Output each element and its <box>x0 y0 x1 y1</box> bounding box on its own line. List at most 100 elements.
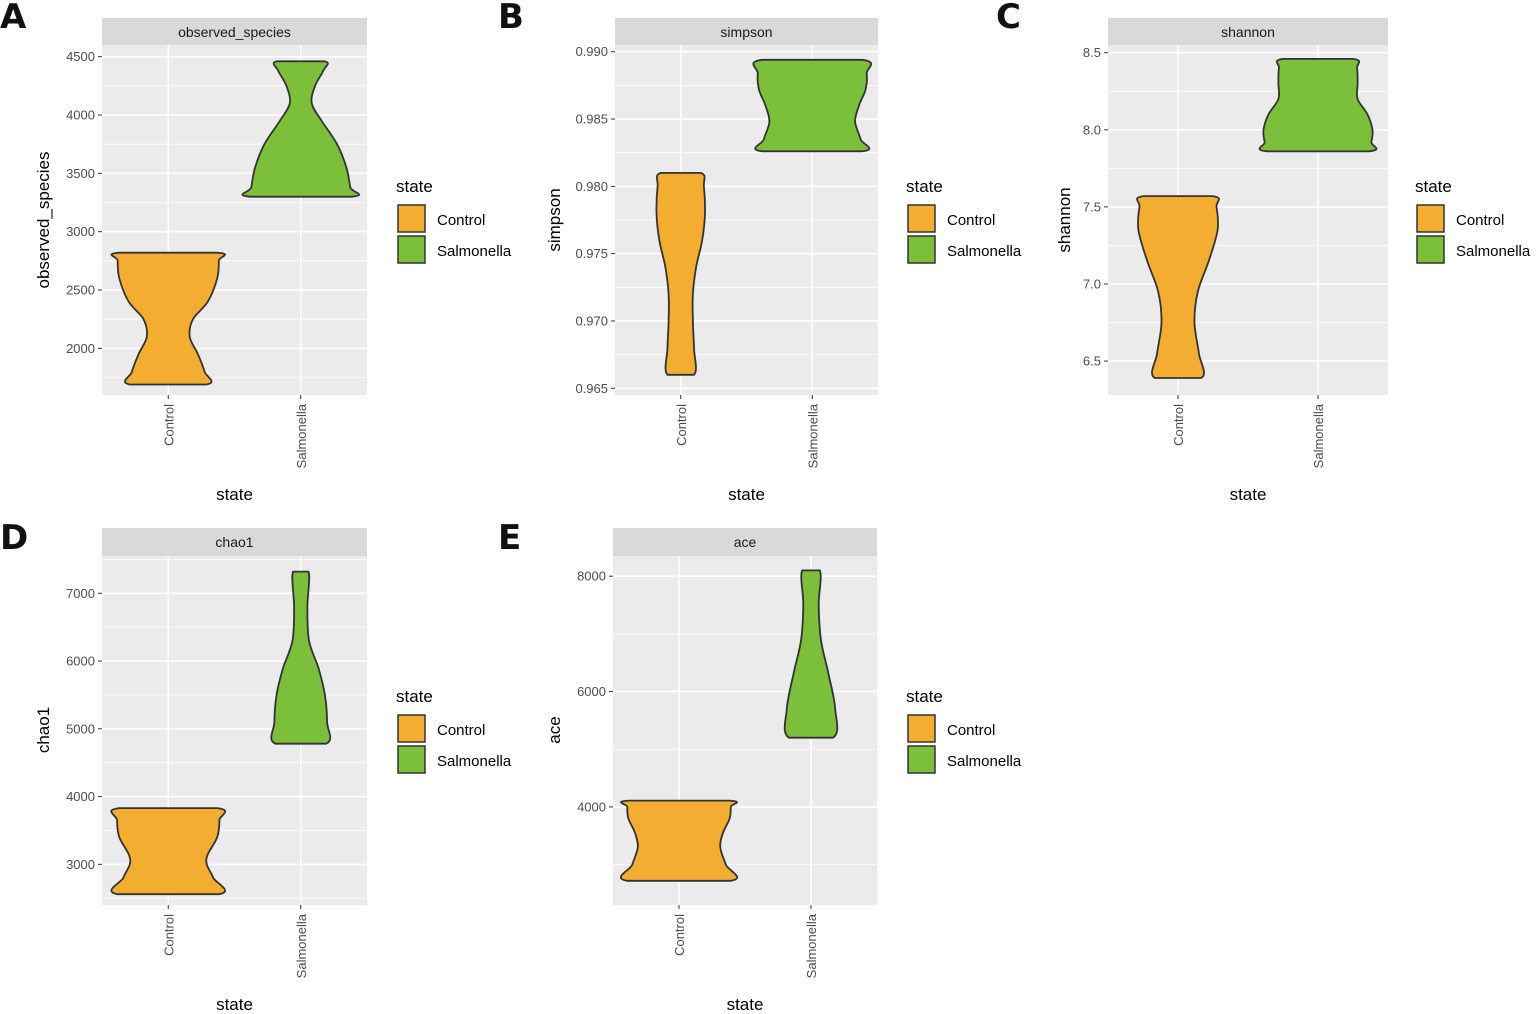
panel-c: C shannon 6.5 7.0 7.5 8.0 8.5 Control Salmone… <box>996 0 1531 504</box>
legend-key-salmonella-d <box>397 745 426 774</box>
violin-control-b <box>655 172 706 376</box>
legend-label-control-e: Control <box>947 722 995 739</box>
violin-control-e <box>620 799 738 882</box>
x-tick-label-control-a: Control <box>161 404 176 446</box>
y-tick-label-b: 0.975 <box>575 246 608 261</box>
violin-control-c <box>1136 195 1220 379</box>
violin-control-d <box>110 807 227 896</box>
strip-background-d <box>102 528 367 556</box>
y-axis-title-d: chao1 <box>34 707 53 753</box>
panel-b: B simpson 0.965 0.970 0.975 0.980 0.985 0.990… <box>498 0 1022 504</box>
y-tick-label-a: 3000 <box>66 224 95 239</box>
legend-key-salmonella-a <box>397 235 426 264</box>
legend-title-e: state <box>906 687 943 706</box>
violin-salmonella-c <box>1258 58 1378 153</box>
y-tick-label-c: 7.0 <box>1083 276 1101 291</box>
y-tick-label-b: 0.990 <box>575 44 608 59</box>
violin-salmonella-a <box>241 60 360 198</box>
y-tick-label-e: 6000 <box>577 684 606 699</box>
y-tick-label-c: 8.5 <box>1083 45 1101 60</box>
x-tick-label-salmonella-e: Salmonella <box>804 913 819 978</box>
x-axis-d: Control Salmonella <box>161 905 309 978</box>
y-axis-d: 3000 4000 5000 6000 7000 <box>66 586 102 872</box>
violin-group-b <box>615 45 878 395</box>
y-axis-a: 2000 2500 3000 3500 4000 4500 <box>66 49 102 356</box>
y-axis-title-c: shannon <box>1055 187 1074 252</box>
legend-b: state Control Salmonella <box>906 177 1022 264</box>
y-tick-label-e: 4000 <box>577 799 606 814</box>
legend-label-salmonella-d: Salmonella <box>437 753 512 770</box>
legend-key-salmonella-b <box>907 235 936 264</box>
y-tick-label-d: 5000 <box>66 721 95 736</box>
legend-key-control-c <box>1416 204 1445 233</box>
legend-e: state Control Salmonella <box>906 687 1022 774</box>
legend-key-salmonella-c <box>1416 235 1445 264</box>
y-axis-b: 0.965 0.970 0.975 0.980 0.985 0.990 <box>575 44 615 396</box>
plot-area-a <box>102 45 367 395</box>
x-axis-title-c: state <box>1230 485 1267 504</box>
y-tick-label-b: 0.985 <box>575 112 608 127</box>
panel-letter-e: E <box>498 518 521 558</box>
violin-group-d <box>102 556 367 905</box>
y-tick-label-c: 7.5 <box>1083 199 1101 214</box>
legend-label-salmonella-b: Salmonella <box>947 243 1022 260</box>
legend-label-salmonella-c: Salmonella <box>1456 243 1531 260</box>
x-axis-e: Control Salmonella <box>672 905 819 978</box>
x-axis-title-e: state <box>727 995 764 1014</box>
violin-salmonella-b <box>752 58 873 153</box>
x-tick-label-control-b: Control <box>674 404 689 446</box>
panel-letter-d: D <box>0 518 28 558</box>
x-tick-label-salmonella-d: Salmonella <box>294 913 309 978</box>
legend-label-control-c: Control <box>1456 212 1504 229</box>
violin-salmonella-e <box>783 569 839 739</box>
y-tick-label-a: 2500 <box>66 283 95 298</box>
legend-title-a: state <box>396 177 433 196</box>
x-tick-label-salmonella-c: Salmonella <box>1311 403 1326 468</box>
x-axis-b: Control Salmonella <box>674 395 820 468</box>
y-tick-label-d: 4000 <box>66 789 95 804</box>
x-tick-label-salmonella-b: Salmonella <box>805 403 820 468</box>
strip-background-a <box>102 18 367 45</box>
legend-key-control-b <box>907 204 936 233</box>
y-axis-title-a: observed_species <box>34 151 53 288</box>
y-axis-c: 6.5 7.0 7.5 8.0 8.5 <box>1083 45 1108 369</box>
violin-group-c <box>1108 45 1388 395</box>
legend-key-control-e <box>907 714 936 743</box>
panel-letter-b: B <box>498 0 524 37</box>
y-tick-label-b: 0.965 <box>575 381 608 396</box>
x-axis-title-d: state <box>216 995 253 1014</box>
x-axis-title-b: state <box>728 485 765 504</box>
strip-title-b: simpson <box>720 24 772 40</box>
x-tick-label-control-e: Control <box>672 914 687 956</box>
legend-label-salmonella-e: Salmonella <box>947 753 1022 770</box>
violin-salmonella-d <box>270 570 332 745</box>
x-tick-label-salmonella-a: Salmonella <box>294 403 309 468</box>
y-tick-label-a: 2000 <box>66 341 95 356</box>
strip-background-c <box>1108 18 1388 45</box>
y-tick-label-a: 3500 <box>66 166 95 181</box>
y-tick-label-d: 6000 <box>66 654 95 669</box>
x-axis-a: Control Salmonella <box>161 395 309 468</box>
x-axis-c: Control Salmonella <box>1171 395 1326 468</box>
legend-label-control-b: Control <box>947 212 995 229</box>
legend-title-d: state <box>396 687 433 706</box>
y-tick-label-d: 7000 <box>66 586 95 601</box>
legend-label-control-a: Control <box>437 212 485 229</box>
panel-e: E ace 4000 6000 8000 Control Salmonella sta… <box>498 518 1022 1014</box>
strip-background-e <box>613 528 877 556</box>
strip-title-a: observed_species <box>178 24 291 40</box>
y-axis-title-e: ace <box>545 716 564 743</box>
legend-key-control-a <box>397 204 426 233</box>
panel-a: A observed_species 2000 2500 3000 3500 4000 4… <box>0 0 512 504</box>
legend-d: state Control Salmonella <box>396 687 512 774</box>
y-axis-title-b: simpson <box>545 188 564 251</box>
y-axis-e: 4000 6000 8000 <box>577 569 613 814</box>
legend-label-salmonella-a: Salmonella <box>437 243 512 260</box>
legend-a: state Control Salmonella <box>396 177 512 264</box>
y-tick-label-b: 0.980 <box>575 179 608 194</box>
strip-title-c: shannon <box>1221 24 1275 40</box>
y-tick-label-e: 8000 <box>577 569 606 584</box>
legend-title-c: state <box>1415 177 1452 196</box>
y-tick-label-b: 0.970 <box>575 313 608 328</box>
